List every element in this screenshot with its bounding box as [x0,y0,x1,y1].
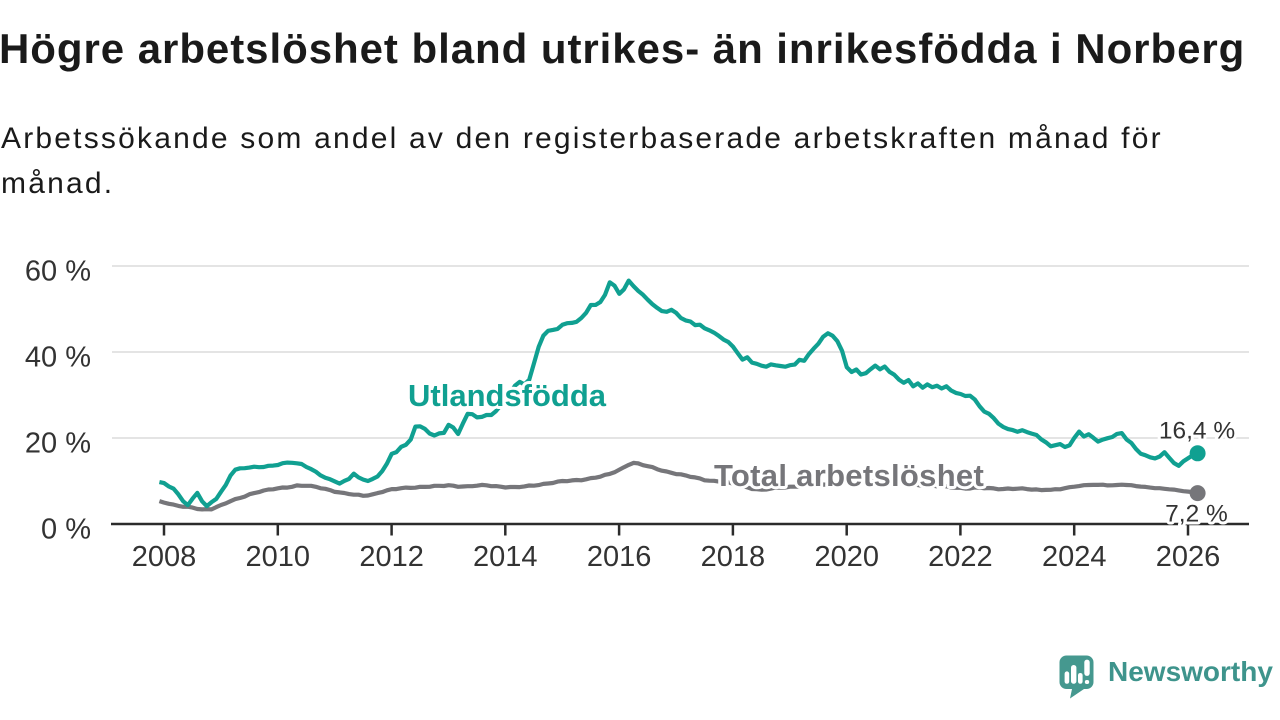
svg-text:2014: 2014 [473,541,538,573]
svg-text:2020: 2020 [814,541,879,573]
svg-text:60 %: 60 % [25,256,91,288]
svg-text:20 %: 20 % [25,428,91,460]
svg-text:0 %: 0 % [41,514,91,546]
svg-text:2010: 2010 [246,541,311,573]
svg-text:2018: 2018 [701,541,766,573]
svg-text:Total arbetslöshet: Total arbetslöshet [714,458,984,493]
svg-text:2012: 2012 [359,541,424,573]
svg-text:2022: 2022 [928,541,993,573]
svg-text:40 %: 40 % [25,342,91,374]
svg-text:2016: 2016 [587,541,652,573]
svg-text:2008: 2008 [132,541,197,573]
svg-text:16,4 %: 16,4 % [1159,418,1235,445]
svg-text:2026: 2026 [1156,541,1221,573]
svg-text:7,2 %: 7,2 % [1165,501,1228,528]
svg-text:2024: 2024 [1042,541,1107,573]
svg-text:Utlandsfödda: Utlandsfödda [408,378,607,413]
